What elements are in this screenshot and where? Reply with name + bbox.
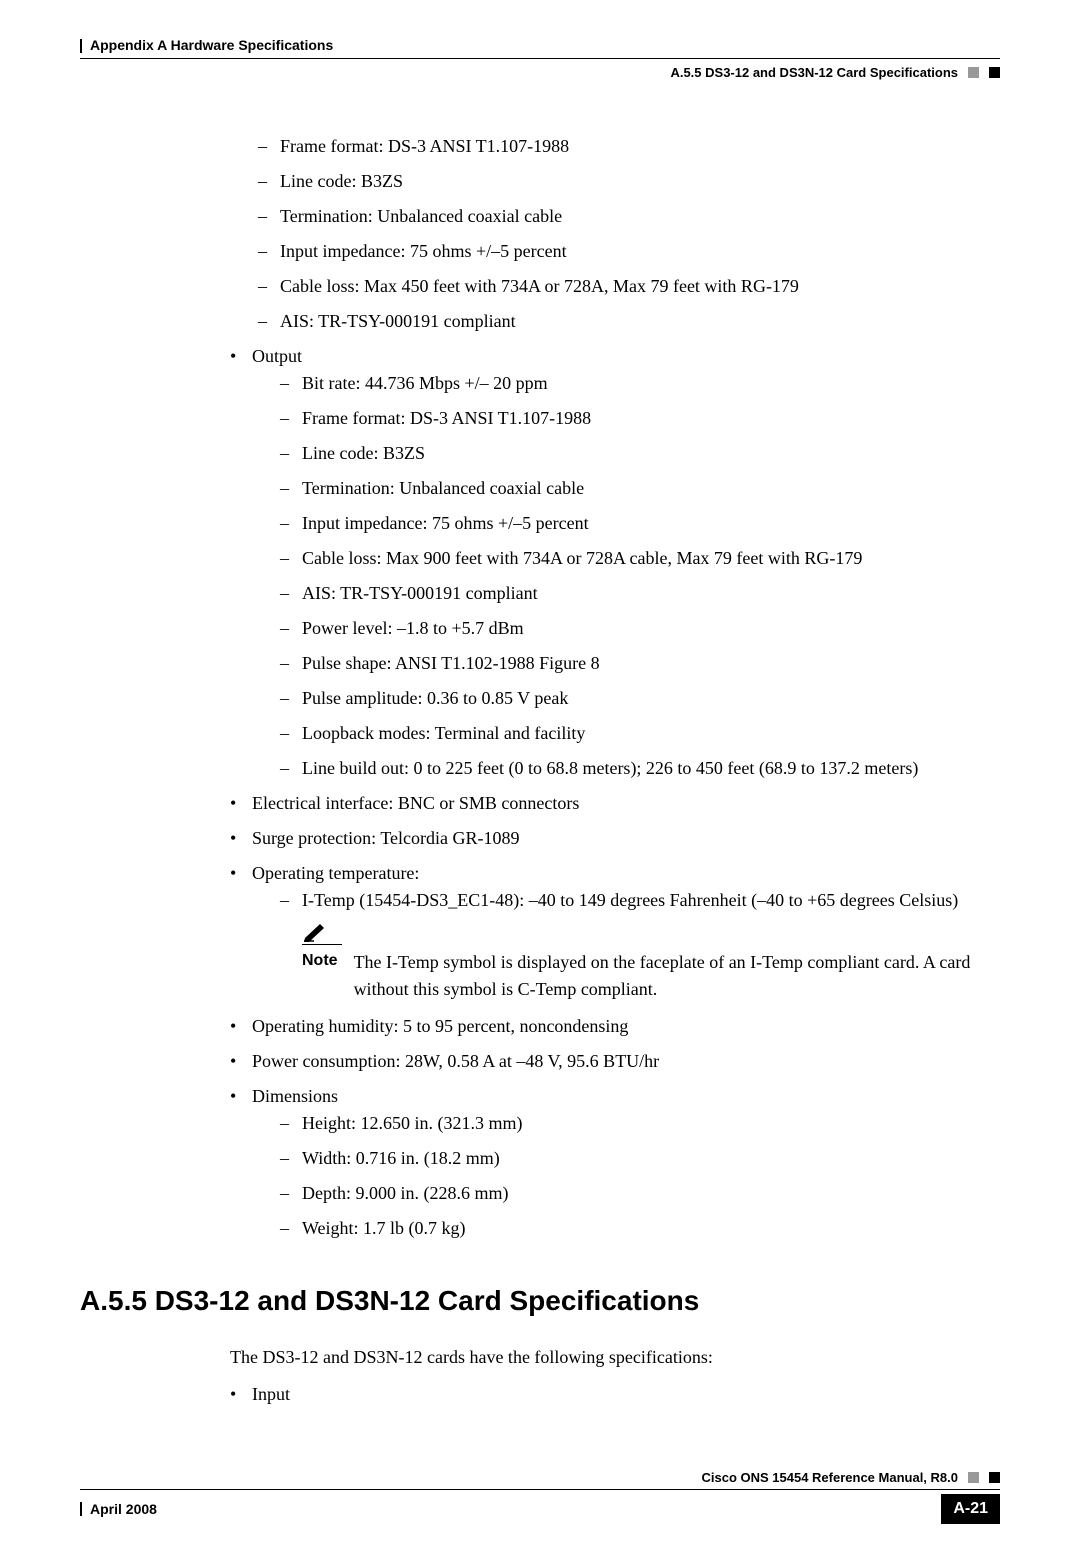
input-spec-item: Input impedance: 75 ohms +/–5 percent — [258, 238, 1000, 265]
output-spec-item: Power level: –1.8 to +5.7 dBm — [280, 615, 1000, 642]
section-intro: The DS3-12 and DS3N-12 cards have the fo… — [80, 1344, 1000, 1371]
dimensions-list: Height: 12.650 in. (321.3 mm) Width: 0.71… — [280, 1110, 1000, 1242]
op-temp-bullet: Operating temperature: I-Temp (15454-DS3… — [230, 860, 1000, 1003]
footer-bar-icon — [80, 1502, 82, 1516]
note-text: The I-Temp symbol is displayed on the fa… — [354, 949, 1000, 1003]
dimension-item: Depth: 9.000 in. (228.6 mm) — [280, 1180, 1000, 1207]
op-temp-item: I-Temp (15454-DS3_EC1-48): –40 to 149 de… — [280, 887, 1000, 914]
dimensions-section: Dimensions Height: 12.650 in. (321.3 mm)… — [230, 1083, 1000, 1242]
spec-item: Electrical interface: BNC or SMB connect… — [230, 790, 1000, 817]
dimension-item: Height: 12.650 in. (321.3 mm) — [280, 1110, 1000, 1137]
footer: Cisco ONS 15454 Reference Manual, R8.0 A… — [80, 1468, 1000, 1525]
input-spec-item: Cable loss: Max 450 feet with 734A or 72… — [258, 273, 1000, 300]
output-spec-item: Pulse amplitude: 0.36 to 0.85 V peak — [280, 685, 1000, 712]
output-spec-item: Line build out: 0 to 225 feet (0 to 68.8… — [280, 755, 1000, 782]
header-bar-icon — [80, 39, 82, 53]
output-spec-item: Bit rate: 44.736 Mbps +/– 20 ppm — [280, 370, 1000, 397]
input-spec-list: Frame format: DS-3 ANSI T1.107-1988 Line … — [258, 133, 1000, 335]
square-icon — [989, 67, 1000, 78]
input-spec-item: Line code: B3ZS — [258, 168, 1000, 195]
square-icon — [968, 67, 979, 78]
output-spec-item: Frame format: DS-3 ANSI T1.107-1988 — [280, 405, 1000, 432]
spec-item: Power consumption: 28W, 0.58 A at –48 V,… — [230, 1048, 1000, 1075]
footer-bottom: April 2008 A-21 — [80, 1494, 1000, 1524]
output-spec-item: Pulse shape: ANSI T1.102-1988 Figure 8 — [280, 650, 1000, 677]
header-rule — [80, 58, 1000, 59]
output-spec-item: Loopback modes: Terminal and facility — [280, 720, 1000, 747]
spec-item: Operating humidity: 5 to 95 percent, non… — [230, 1013, 1000, 1040]
output-spec-item: Line code: B3ZS — [280, 440, 1000, 467]
section-heading: A.5.5 DS3-12 and DS3N-12 Card Specificat… — [80, 1280, 1000, 1322]
content-area: Frame format: DS-3 ANSI T1.107-1988 Line … — [80, 133, 1000, 1242]
square-icon — [989, 1472, 1000, 1483]
manual-title: Cisco ONS 15454 Reference Manual, R8.0 — [701, 1468, 958, 1488]
output-spec-item: AIS: TR-TSY-000191 compliant — [280, 580, 1000, 607]
dimension-item: Weight: 1.7 lb (0.7 kg) — [280, 1215, 1000, 1242]
header-right: A.5.5 DS3-12 and DS3N-12 Card Specificat… — [80, 63, 1000, 83]
output-label: Output — [252, 346, 302, 366]
note-block: Note The I-Temp symbol is displayed on t… — [302, 922, 1000, 1003]
input-spec-item: Termination: Unbalanced coaxial cable — [258, 203, 1000, 230]
section-bullets: Input — [230, 1381, 1000, 1408]
output-spec-item: Termination: Unbalanced coaxial cable — [280, 475, 1000, 502]
spec-item: Surge protection: Telcordia GR-1089 — [230, 825, 1000, 852]
footer-rule — [80, 1489, 1000, 1490]
output-bullet: Output Bit rate: 44.736 Mbps +/– 20 ppm F… — [230, 343, 1000, 782]
output-spec-item: Input impedance: 75 ohms +/–5 percent — [280, 510, 1000, 537]
input-label: Input — [252, 1384, 290, 1404]
note-label: Note — [302, 949, 338, 1003]
op-temp-label: Operating temperature: — [252, 863, 419, 883]
input-bullet: Input — [230, 1381, 1000, 1408]
dimensions-bullet: Dimensions Height: 12.650 in. (321.3 mm)… — [230, 1083, 1000, 1242]
input-spec-item: Frame format: DS-3 ANSI T1.107-1988 — [258, 133, 1000, 160]
footer-date: April 2008 — [90, 1499, 157, 1520]
mid-bullets-list: Electrical interface: BNC or SMB connect… — [230, 790, 1000, 852]
footer-top: Cisco ONS 15454 Reference Manual, R8.0 — [80, 1468, 1000, 1488]
square-icon — [968, 1472, 979, 1483]
input-spec-item: AIS: TR-TSY-000191 compliant — [258, 308, 1000, 335]
op-temp-section: Operating temperature: I-Temp (15454-DS3… — [230, 860, 1000, 1003]
page-number: A-21 — [941, 1494, 1000, 1524]
post-bullets-list: Operating humidity: 5 to 95 percent, non… — [230, 1013, 1000, 1075]
header-top: Appendix A Hardware Specifications — [80, 35, 1000, 56]
output-spec-list: Bit rate: 44.736 Mbps +/– 20 ppm Frame fo… — [280, 370, 1000, 782]
appendix-title: Appendix A Hardware Specifications — [90, 35, 333, 56]
output-spec-item: Cable loss: Max 900 feet with 734A or 72… — [280, 545, 1000, 572]
output-section: Output Bit rate: 44.736 Mbps +/– 20 ppm F… — [230, 343, 1000, 782]
op-temp-list: I-Temp (15454-DS3_EC1-48): –40 to 149 de… — [280, 887, 1000, 914]
pencil-icon — [302, 922, 328, 942]
dimension-item: Width: 0.716 in. (18.2 mm) — [280, 1145, 1000, 1172]
dimensions-label: Dimensions — [252, 1086, 338, 1106]
section-reference: A.5.5 DS3-12 and DS3N-12 Card Specificat… — [670, 63, 958, 83]
